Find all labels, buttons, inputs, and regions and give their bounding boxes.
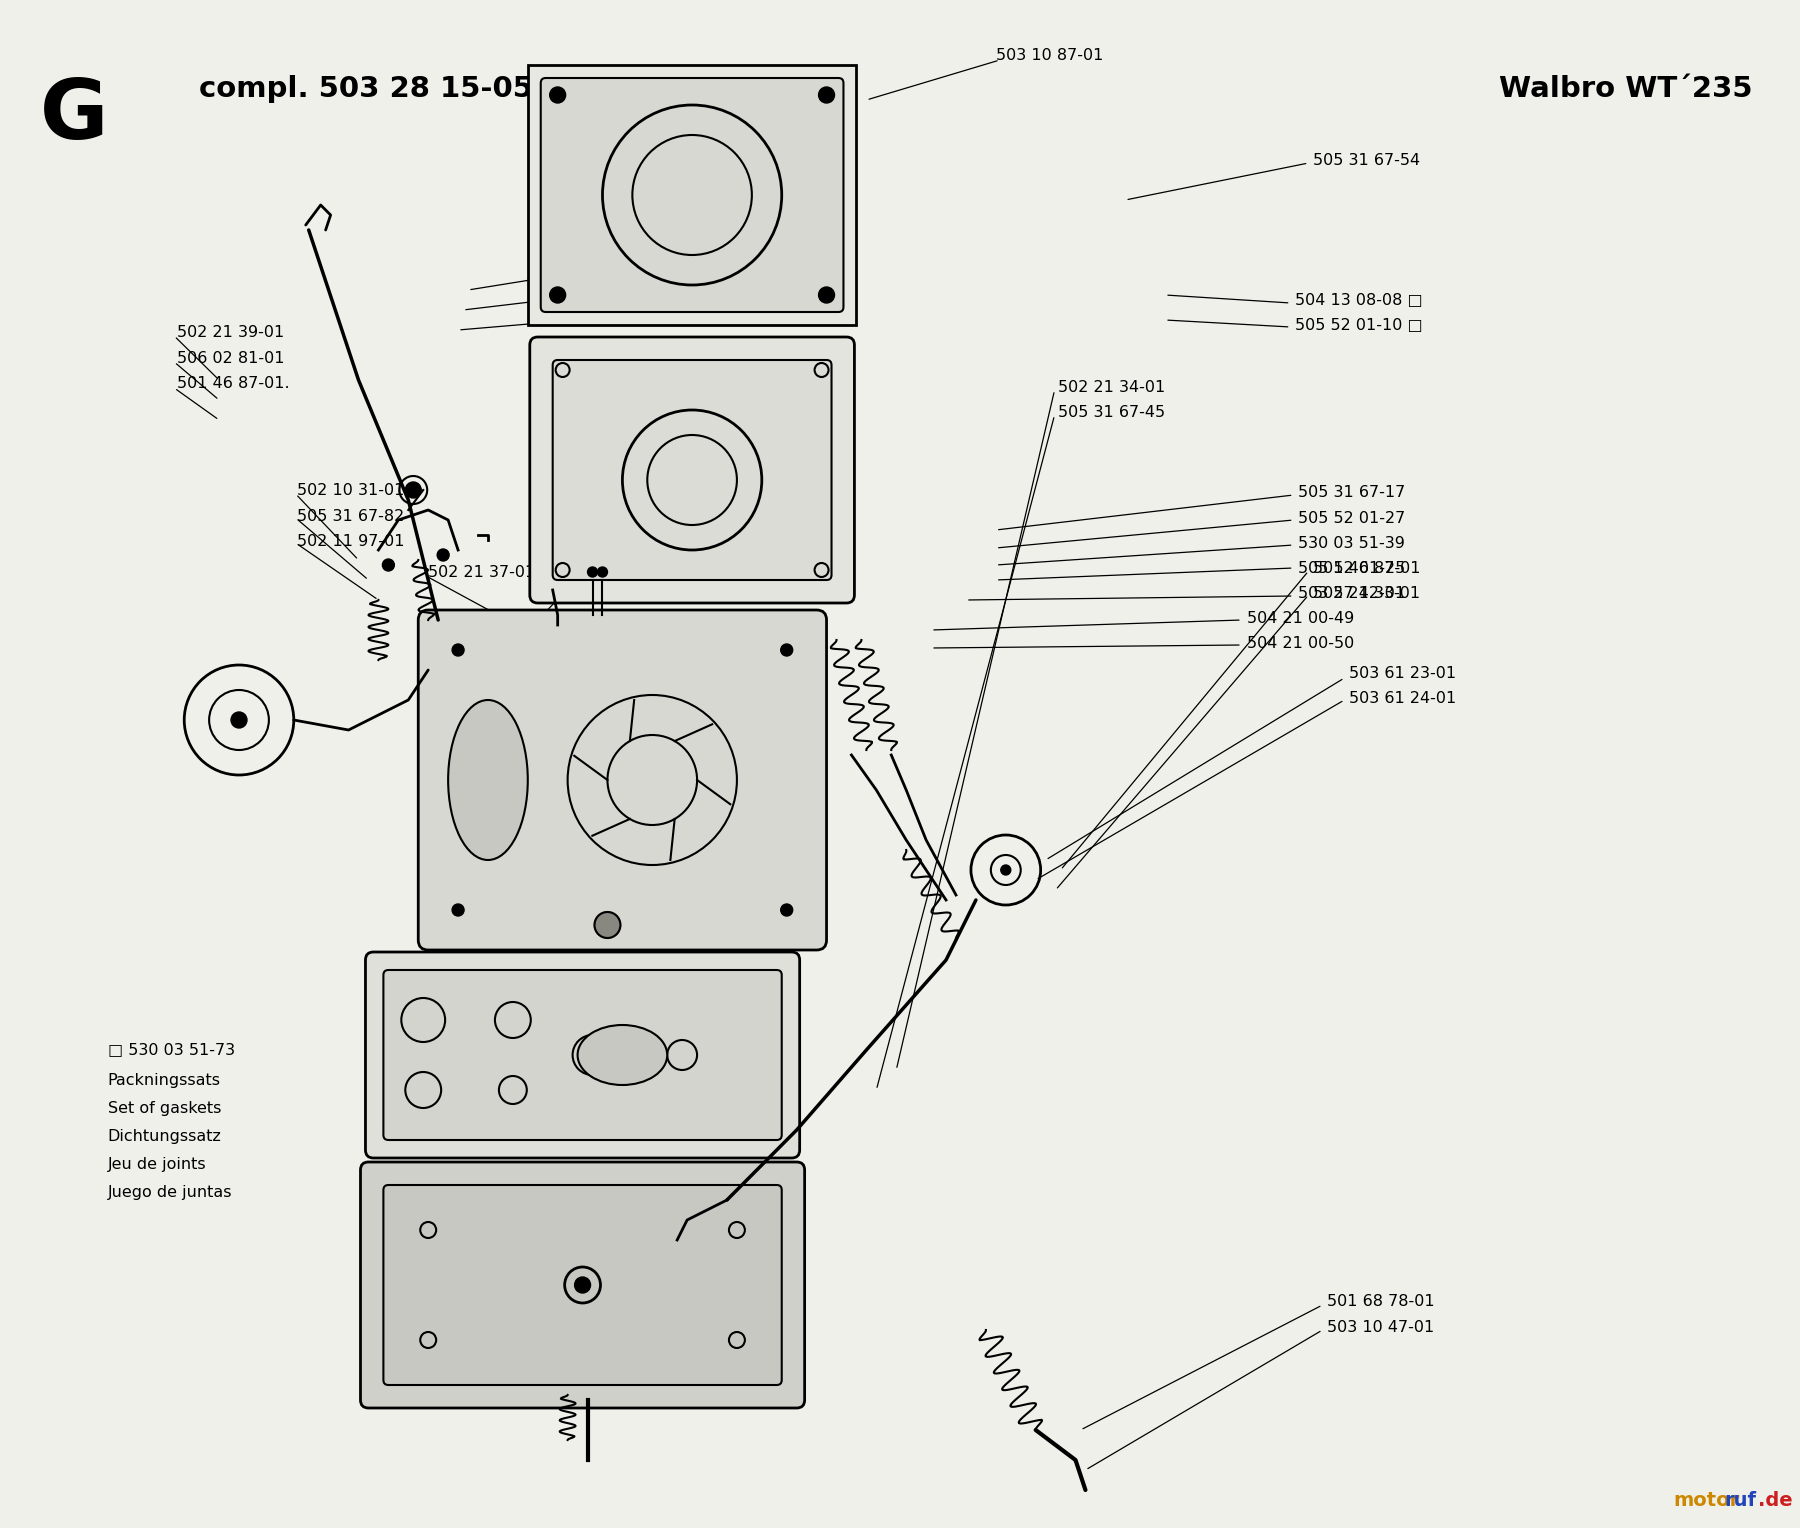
Text: 501 46 87-01.: 501 46 87-01.	[176, 376, 290, 391]
Text: □ 530 03 51-73: □ 530 03 51-73	[108, 1042, 234, 1057]
Text: 504 21 00-50: 504 21 00-50	[1247, 636, 1354, 651]
Circle shape	[382, 559, 394, 571]
Text: 505 52 01-27: 505 52 01-27	[1298, 510, 1404, 526]
FancyBboxPatch shape	[360, 1161, 805, 1407]
Text: 530 03 51-39: 530 03 51-39	[1298, 535, 1404, 550]
Circle shape	[452, 643, 464, 656]
Ellipse shape	[578, 1025, 668, 1085]
Text: □ 502 21 36-01: □ 502 21 36-01	[430, 755, 558, 770]
Text: Juego de juntas: Juego de juntas	[108, 1184, 232, 1199]
Text: 502 21 33-01: 502 21 33-01	[1312, 585, 1420, 601]
FancyBboxPatch shape	[418, 610, 826, 950]
Text: 503 61 24-01: 503 61 24-01	[1350, 691, 1456, 706]
Text: 503 10 87-01: 503 10 87-01	[995, 47, 1103, 63]
FancyBboxPatch shape	[383, 970, 781, 1140]
Circle shape	[598, 567, 607, 578]
Circle shape	[819, 287, 835, 303]
Circle shape	[781, 643, 792, 656]
Text: 501 66 61-01: 501 66 61-01	[571, 633, 679, 648]
Circle shape	[549, 287, 565, 303]
Text: 502 21 34-01: 502 21 34-01	[1058, 379, 1165, 394]
Circle shape	[1001, 865, 1012, 876]
Text: 503 62 52-01: 503 62 52-01	[540, 659, 648, 674]
FancyBboxPatch shape	[529, 338, 855, 604]
Ellipse shape	[448, 700, 527, 860]
Circle shape	[437, 549, 450, 561]
Text: 505 31 67-82: 505 31 67-82	[297, 509, 403, 524]
Circle shape	[452, 905, 464, 915]
FancyBboxPatch shape	[553, 361, 832, 581]
Text: Packningssats: Packningssats	[108, 1073, 221, 1088]
Text: 502 11 97-01: 502 11 97-01	[297, 533, 405, 549]
Text: 503 10 47-01: 503 10 47-01	[1327, 1320, 1435, 1334]
Text: G: G	[40, 75, 108, 156]
Text: 501 46 87-01: 501 46 87-01	[1312, 561, 1420, 576]
Text: □ 504 13 09-06: □ 504 13 09-06	[430, 781, 558, 796]
Text: 502 10 30-01: 502 10 30-01	[670, 301, 776, 316]
Circle shape	[230, 712, 247, 727]
Text: 505 31 67-54: 505 31 67-54	[1312, 153, 1420, 168]
Circle shape	[594, 912, 621, 938]
Text: Dichtungssatz: Dichtungssatz	[108, 1129, 221, 1143]
FancyBboxPatch shape	[365, 952, 799, 1158]
Text: 505 52 01-10 □: 505 52 01-10 □	[1294, 318, 1422, 333]
Text: compl. 503 28 15-05: compl. 503 28 15-05	[200, 75, 533, 102]
Text: 502 21 35-01: 502 21 35-01	[612, 535, 718, 550]
Text: 504 13 08-08 □: 504 13 08-08 □	[1294, 292, 1422, 307]
FancyBboxPatch shape	[383, 1186, 781, 1384]
Text: 502 21 38-01: 502 21 38-01	[560, 1288, 668, 1302]
Text: ruf: ruf	[1724, 1491, 1757, 1510]
Text: 503 61 23-01: 503 61 23-01	[1350, 666, 1456, 680]
Text: Walbro WT´235: Walbro WT´235	[1499, 75, 1753, 102]
Text: 502 21 39-01: 502 21 39-01	[176, 324, 284, 339]
Text: 506 02 81-01: 506 02 81-01	[176, 350, 284, 365]
Text: 501 68 78-01: 501 68 78-01	[1327, 1294, 1435, 1309]
Text: 505 52 01-25: 505 52 01-25	[1298, 561, 1404, 576]
Circle shape	[587, 567, 598, 578]
Circle shape	[405, 481, 421, 498]
Circle shape	[549, 87, 565, 102]
Circle shape	[574, 1277, 590, 1293]
Text: 502 10 31-01: 502 10 31-01	[297, 483, 405, 498]
Text: 503 11 70-01: 503 11 70-01	[612, 509, 718, 524]
Text: 505 31 67-17: 505 31 67-17	[1298, 484, 1404, 500]
Circle shape	[781, 905, 792, 915]
Text: 502 21 32-01: 502 21 32-01	[657, 277, 763, 292]
Text: Jeu de joints: Jeu de joints	[108, 1157, 207, 1172]
Text: 504 21 00-49: 504 21 00-49	[1247, 611, 1354, 625]
Circle shape	[819, 87, 835, 102]
Text: 501 46 69-01: 501 46 69-01	[560, 1313, 668, 1328]
Text: 501 46 87-01: 501 46 87-01	[644, 251, 752, 266]
Text: 505 31 67-45: 505 31 67-45	[1058, 405, 1165, 420]
Text: Set of gaskets: Set of gaskets	[108, 1100, 221, 1115]
Text: motor: motor	[1672, 1491, 1739, 1510]
Text: .de: .de	[1757, 1491, 1793, 1510]
FancyBboxPatch shape	[540, 78, 844, 312]
Text: 502 21 37-01 —: 502 21 37-01 —	[428, 564, 556, 579]
Text: 503 57 42-01: 503 57 42-01	[1298, 585, 1404, 601]
Bar	[527, 66, 857, 325]
